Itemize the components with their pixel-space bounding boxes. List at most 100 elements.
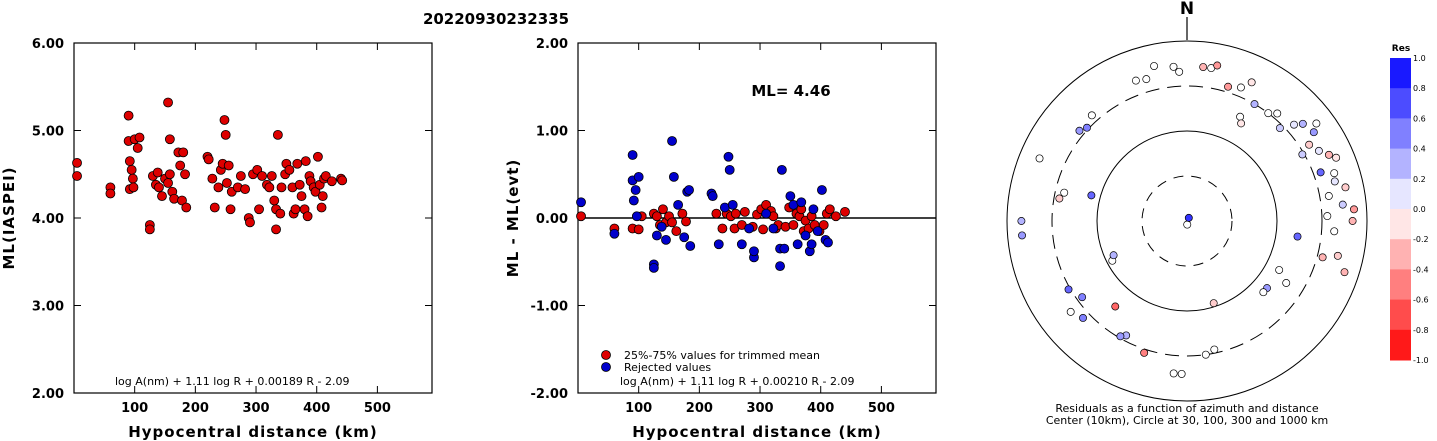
residual-point xyxy=(1332,153,1341,162)
residual-point xyxy=(1275,266,1284,274)
data-point xyxy=(310,186,321,197)
data-point xyxy=(219,115,230,125)
y-tick-label: 6.00 xyxy=(32,37,64,52)
data-point xyxy=(313,151,323,162)
residual-point xyxy=(1177,369,1186,378)
trimmed-point xyxy=(788,220,799,230)
residual-point xyxy=(1131,76,1140,85)
residual-point xyxy=(1213,61,1222,70)
rejected-point xyxy=(628,195,639,206)
data-point xyxy=(294,179,305,190)
rejected-point xyxy=(713,239,724,250)
residual-point xyxy=(1066,307,1075,316)
data-point xyxy=(163,97,173,108)
residual-point xyxy=(1111,302,1120,311)
y-tick-label: 0.00 xyxy=(536,212,568,227)
data-point xyxy=(154,182,164,193)
circle-30km xyxy=(1141,175,1233,267)
legend-marker-rejected xyxy=(601,362,611,372)
rejected-point xyxy=(779,243,790,254)
rejected-point xyxy=(631,211,642,222)
residual-point xyxy=(1199,63,1208,71)
trimmed-point xyxy=(780,221,791,232)
residual-point xyxy=(1183,220,1192,229)
residual-point xyxy=(1330,169,1339,178)
data-point xyxy=(126,164,137,175)
residual-point xyxy=(1309,128,1318,137)
rejected-point xyxy=(656,221,667,232)
data-point xyxy=(203,154,214,165)
x-tick-label: 100 xyxy=(625,401,652,416)
data-point xyxy=(269,195,280,206)
residual-point xyxy=(1298,150,1307,159)
residual-point xyxy=(1338,200,1347,209)
rejected-point xyxy=(679,232,690,243)
legend-marker-trimmed xyxy=(601,350,611,360)
residual-point xyxy=(1209,299,1218,308)
rejected-point xyxy=(627,150,638,160)
data-point xyxy=(157,191,167,202)
residual-point xyxy=(1293,232,1302,241)
north-label: N xyxy=(1180,0,1194,19)
data-point xyxy=(296,191,307,202)
residual-point xyxy=(1305,140,1314,149)
residual-point xyxy=(1140,348,1149,357)
colorbar-cell xyxy=(1390,269,1411,301)
data-point xyxy=(177,195,187,206)
data-point xyxy=(254,204,264,215)
trimmed-point xyxy=(730,208,741,219)
ml-annotation: ML= 4.46 xyxy=(751,82,830,100)
trimmed-point xyxy=(681,216,691,227)
colorbar-cell xyxy=(1390,329,1411,361)
rejected-point xyxy=(817,185,827,195)
data-point xyxy=(164,134,175,145)
rejected-point xyxy=(768,223,779,234)
rejected-point xyxy=(776,164,787,175)
colorbar-tick-label: 0.4 xyxy=(1413,145,1426,154)
data-point xyxy=(169,193,180,204)
colorbar-cell xyxy=(1390,118,1411,150)
residual-point xyxy=(1341,183,1350,192)
residual-point xyxy=(1064,285,1073,294)
data-point xyxy=(124,156,135,167)
colorbar-tick-label: 0.0 xyxy=(1413,205,1426,214)
data-point xyxy=(127,173,138,184)
data-point xyxy=(264,182,275,193)
data-point xyxy=(128,182,139,193)
data-point xyxy=(317,191,328,202)
residual-point xyxy=(1175,67,1184,76)
data-point xyxy=(292,158,303,169)
circle-1000km xyxy=(1006,40,1368,402)
residual-point xyxy=(1350,205,1358,214)
data-point xyxy=(316,202,327,213)
data-point xyxy=(180,169,190,180)
points-1 xyxy=(72,97,348,235)
rejected-point xyxy=(661,234,671,245)
points-2 xyxy=(576,136,850,273)
residual-point xyxy=(1035,154,1044,163)
rejected-point xyxy=(749,246,759,257)
colorbar-cell xyxy=(1390,58,1411,89)
data-point xyxy=(123,110,134,121)
data-point xyxy=(220,129,231,140)
y-tick-label: 4.00 xyxy=(32,212,64,227)
trimmed-point xyxy=(667,217,677,228)
rejected-point xyxy=(685,241,696,251)
rejected-point xyxy=(633,171,644,182)
residual-point xyxy=(1075,126,1084,135)
rejected-point xyxy=(806,239,817,250)
rejected-point xyxy=(723,151,734,162)
rejected-point xyxy=(609,228,620,239)
residual-point xyxy=(1078,293,1087,302)
data-point xyxy=(134,132,145,143)
residual-point xyxy=(1236,83,1245,92)
panel-ml-residual: 100 200 300 400 500 -2.00 -1.00 0.00 1.00 2.00 ML… xyxy=(504,37,937,441)
colorbar-cell xyxy=(1390,88,1411,119)
data-point xyxy=(105,188,116,199)
residual-point xyxy=(1298,119,1307,128)
colorbar-tick-label: -0.2 xyxy=(1413,235,1429,244)
data-point xyxy=(272,129,283,140)
residual-point xyxy=(1312,119,1321,128)
x-tick-label: 300 xyxy=(746,401,773,416)
trimmed-point xyxy=(658,204,668,215)
